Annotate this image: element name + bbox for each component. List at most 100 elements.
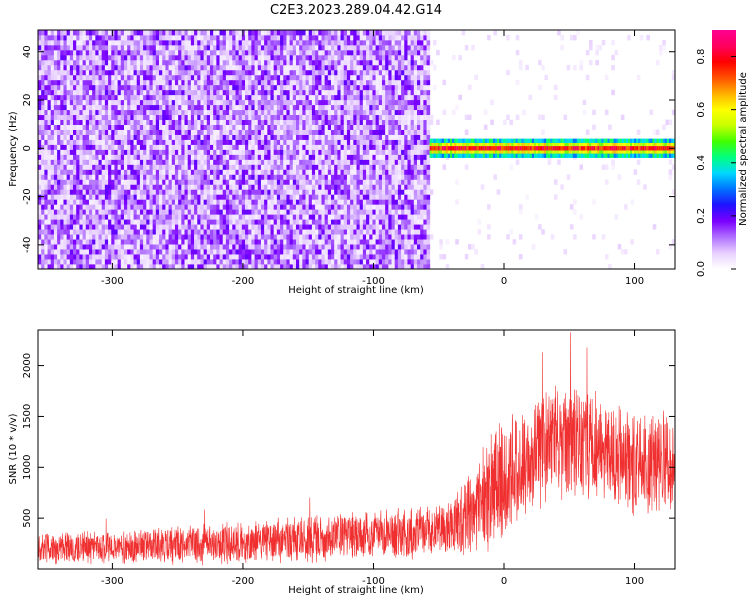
spectrogram-cell [117, 224, 122, 230]
spectrogram-cell [50, 199, 55, 205]
spectrogram-cell [98, 249, 103, 255]
spectrogram-cell [315, 194, 319, 200]
spectrogram-cell [38, 209, 42, 215]
spectrogram-cell [334, 159, 338, 165]
spectrogram-cell [165, 199, 169, 205]
spectrogram-cell [63, 144, 68, 150]
spectrogram-cell [324, 89, 329, 96]
spectrogram-cell [143, 154, 147, 160]
spectrogram-cell [311, 189, 316, 195]
spectrogram-cell [305, 239, 310, 245]
spectrogram-cell [190, 234, 195, 240]
spectrogram-cell [190, 64, 195, 71]
spectrogram-cell [200, 30, 205, 36]
spectrogram-cell [123, 149, 128, 155]
spectrogram-cell [190, 259, 195, 265]
spectrogram-cell [331, 144, 335, 150]
spectrogram-cell [366, 134, 370, 140]
spectrogram-cell [346, 89, 351, 96]
spectrogram-cell [82, 154, 87, 160]
spectrogram-cell [260, 164, 265, 170]
spectrogram-cell [315, 179, 319, 185]
spectrogram-cell [331, 199, 335, 205]
spectrogram-cell [356, 34, 361, 41]
spectrogram-cell [146, 99, 150, 106]
spectrogram-cell [260, 234, 265, 240]
spectrogram-cell [136, 219, 141, 225]
spectrogram-cell [209, 184, 214, 190]
spectrogram-cell [340, 99, 345, 106]
spectrogram-cell [130, 34, 134, 41]
spectrogram-cell [181, 149, 185, 155]
spectrogram-cell [280, 214, 284, 220]
spectrogram-cell [264, 179, 268, 185]
spectrogram-cell [238, 184, 243, 190]
spectrogram-cell [289, 229, 294, 235]
spectrogram-cell [206, 89, 211, 96]
spectrogram-cell [276, 89, 281, 96]
spectrogram-cell [295, 54, 300, 61]
spectrogram-cell [213, 189, 217, 195]
spectrogram-cell [190, 179, 195, 185]
spectrogram-cell [280, 129, 284, 135]
spectrogram-cell [245, 204, 249, 210]
spectrogram-cell [120, 64, 125, 71]
spectrogram-cell [318, 254, 322, 260]
spectrogram-cell [267, 104, 271, 111]
spectrogram-cell [41, 49, 45, 56]
spectrogram-cell [216, 64, 220, 71]
spectrogram-cell [187, 194, 192, 200]
spectrogram-cell [85, 174, 90, 180]
spectrogram-cell [79, 189, 83, 195]
spectrogram-cell [133, 129, 138, 135]
spectrogram-cell [315, 219, 319, 225]
spectrogram-cell [222, 254, 227, 260]
spectrogram-cell [264, 104, 268, 111]
spectrogram-cell [152, 244, 157, 250]
spectrogram-cell [343, 174, 348, 180]
spectrogram-cell [197, 124, 201, 130]
spectrogram-cell [168, 144, 173, 150]
spectrogram-cell [159, 254, 163, 260]
spectrogram-cell [222, 244, 227, 250]
spectrogram-cell [213, 204, 217, 210]
spectrogram-cell [66, 79, 71, 86]
spectrogram-cell [346, 249, 351, 255]
spectrogram-cell [184, 49, 189, 56]
spectrogram-cell [44, 124, 48, 130]
spectrogram-cell [334, 30, 338, 36]
spectrogram-cell [76, 109, 80, 116]
spectrogram-cell [327, 244, 332, 250]
spectrogram-cell [241, 114, 246, 121]
spectrogram-cell [190, 184, 195, 190]
spectrogram-cell [331, 204, 335, 210]
spectrogram-cell [47, 129, 52, 135]
spectrogram-cell [95, 199, 99, 205]
spectrogram-cell [184, 254, 189, 260]
spectrogram-cell [353, 199, 357, 205]
spectrogram-cell [331, 129, 335, 135]
spectrogram-cell [321, 159, 326, 165]
spectrogram-cell [245, 114, 249, 121]
spectrogram-cell [257, 54, 262, 61]
spectrogram-cell [120, 74, 125, 81]
spectrogram-cell [130, 59, 134, 66]
spectrogram-cell [366, 214, 370, 220]
spectrogram-cell [331, 84, 335, 91]
spectrogram-cell [337, 144, 341, 150]
spectrogram-cell [343, 249, 348, 255]
spectrogram-cell [311, 89, 316, 96]
spectrogram-cell [305, 39, 310, 46]
spectrogram-cell [248, 214, 252, 220]
spectrogram-cell [280, 239, 284, 245]
spectrogram-cell [178, 184, 182, 190]
spectrogram-cell [311, 179, 316, 185]
spectrogram-cell [133, 179, 138, 185]
spectrogram-cell [229, 69, 233, 76]
spectrogram-cell [44, 259, 48, 265]
spectrogram-cell [292, 204, 297, 210]
spectrogram-cell [362, 159, 367, 165]
spectrogram-cell [197, 134, 201, 140]
spectrogram-cell [238, 179, 243, 185]
spectrogram-cell [92, 64, 96, 71]
